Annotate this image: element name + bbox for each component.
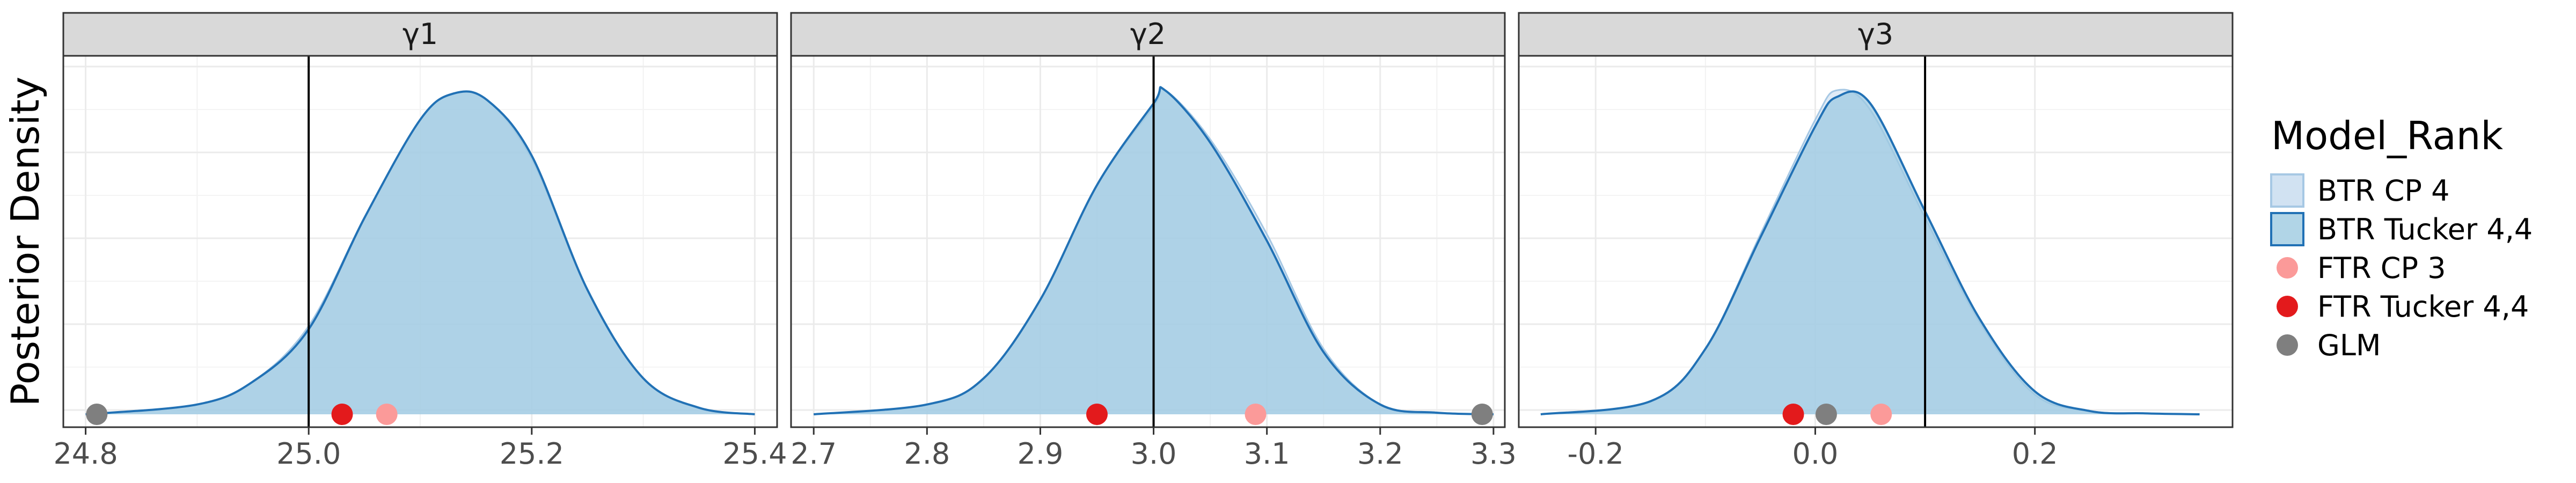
facet-label: γ2 (1130, 17, 1166, 51)
x-tick-label: 2.8 (904, 437, 950, 471)
point-glm (86, 404, 108, 425)
panel-gamma-1: γ1 24.8 25.0 25.2 25.4 (53, 12, 787, 471)
panel-gamma-3: γ3 -0.2 0.0 0.2 (1518, 12, 2234, 471)
x-tick-label: 3.1 (1244, 437, 1290, 471)
x-tick-label: 0.0 (1792, 437, 1839, 471)
point-ftr-tucker-4-4 (1086, 404, 1108, 425)
legend-key-point (2277, 334, 2298, 356)
x-tick-label: 3.3 (1470, 437, 1517, 471)
legend: Model_Rank BTR CP 4 BTR Tucker 4,4 FTR CP … (2270, 113, 2533, 362)
point-glm (1815, 404, 1837, 425)
density-line-btr-tucker (1540, 90, 2200, 415)
x-tick-label: 0.2 (2012, 437, 2058, 471)
x-tick-label: 25.0 (276, 437, 341, 471)
legend-label: BTR Tucker 4,4 (2317, 213, 2533, 246)
point-ftr-cp-3 (1245, 404, 1267, 425)
legend-label: FTR Tucker 4,4 (2317, 290, 2529, 324)
legend-key-area (2270, 212, 2304, 246)
y-axis-label: Posterior Density (3, 77, 48, 407)
panel-border (790, 55, 1506, 428)
panel-border (62, 55, 778, 428)
legend-key-area (2270, 173, 2304, 208)
density-line-btr-tucker (814, 86, 1494, 415)
x-tick-label: 25.2 (500, 437, 564, 471)
facet-strip (1518, 12, 2234, 57)
x-tick-label: -0.2 (1568, 437, 1624, 471)
legend-label: FTR CP 3 (2317, 251, 2446, 285)
density-area-btr-tucker (85, 91, 755, 415)
facet-strip (62, 12, 778, 57)
x-tick-label: 3.2 (1357, 437, 1403, 471)
facet-label: γ3 (1858, 17, 1893, 51)
legend-label: GLM (2317, 328, 2381, 362)
panel-gamma-2: γ2 2.7 2.8 2.9 3.0 3.1 3.2 3.3 (790, 12, 1517, 471)
x-tick-label: 2.7 (791, 437, 837, 471)
density-line-btr-tucker (85, 90, 755, 415)
panel-border (1518, 55, 2234, 428)
x-tick-label: 3.0 (1131, 437, 1177, 471)
point-glm (1471, 404, 1493, 425)
facet-strip (790, 12, 1506, 57)
point-ftr-cp-3 (376, 404, 398, 425)
density-area-btr-tucker (1540, 91, 2200, 415)
x-tick-label: 25.4 (722, 437, 787, 471)
point-ftr-cp-3 (1870, 404, 1892, 425)
x-tick-label: 2.9 (1017, 437, 1063, 471)
point-ftr-tucker-4-4 (331, 404, 353, 425)
legend-title: Model_Rank (2271, 113, 2503, 158)
legend-label: BTR CP 4 (2317, 174, 2450, 208)
x-tick-label: 24.8 (53, 437, 118, 471)
legend-key-point (2277, 257, 2298, 279)
legend-key-point (2277, 296, 2298, 317)
point-ftr-tucker-4-4 (1782, 404, 1804, 425)
facet-label: γ1 (402, 17, 438, 51)
